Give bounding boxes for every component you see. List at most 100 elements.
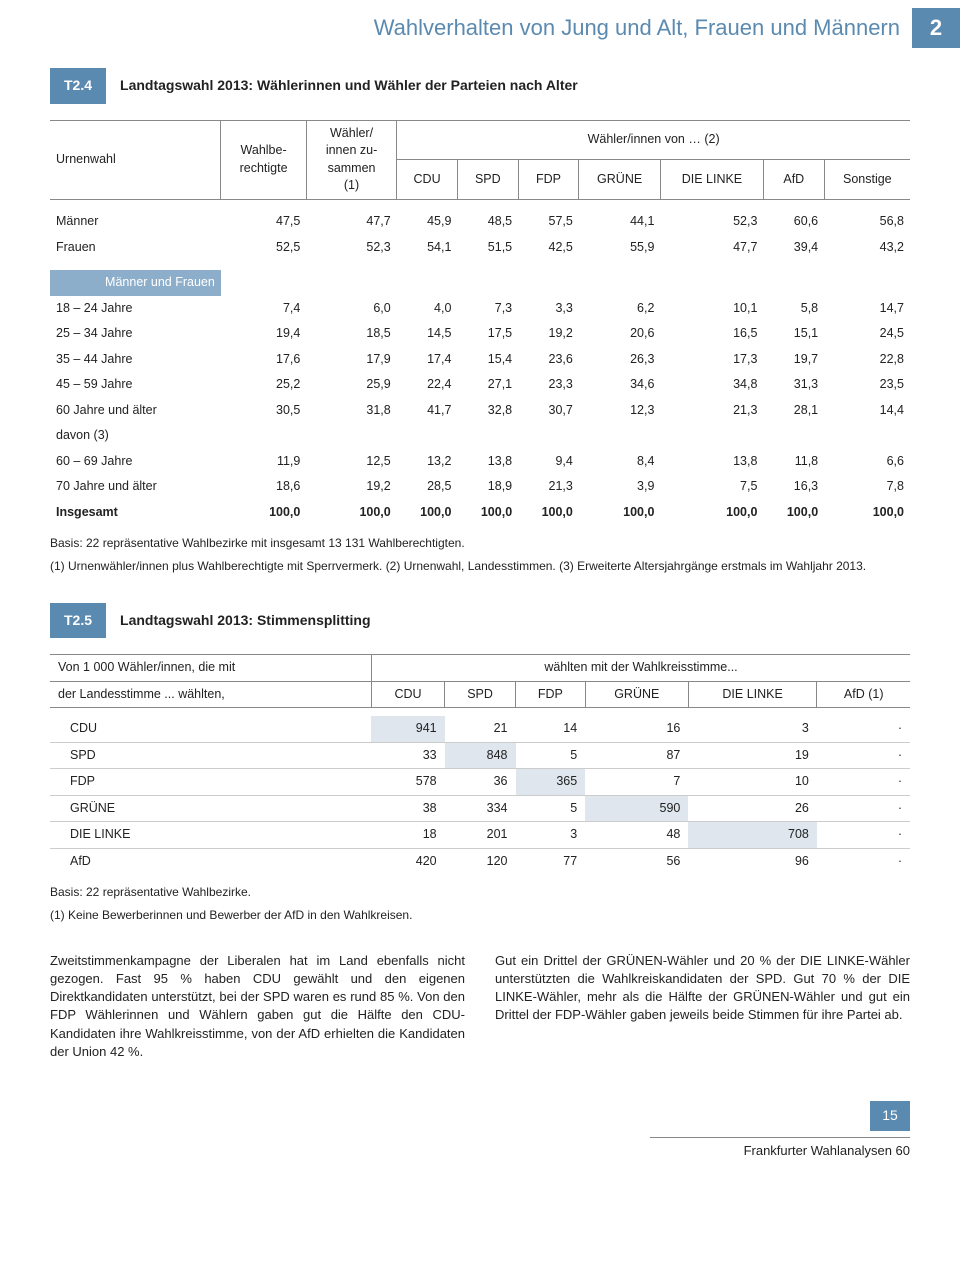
table-cell: 51,5 [457,235,518,261]
table-cell [457,423,518,449]
table-cell: 43,2 [824,235,910,261]
table-cell: 15,1 [763,321,824,347]
table-cell: 47,7 [306,209,396,235]
table-cell: · [817,716,910,742]
t24-notes: (1) Urnenwähler/innen plus Wahlberechtig… [50,558,910,575]
table-row-label: Frauen [50,235,221,261]
table-cell: · [817,822,910,849]
table-cell: 19,2 [306,474,396,500]
t24-party-col: CDU [397,160,458,200]
table-cell: 39,4 [763,235,824,261]
table-cell: 57,5 [518,209,579,235]
table-cell: 10,1 [660,296,763,322]
table-cell: 25,2 [221,372,307,398]
table-cell: 941 [371,716,444,742]
table-cell: 32,8 [457,398,518,424]
table-cell: 48 [585,822,688,849]
t24-party-col: DIE LINKE [660,160,763,200]
table-cell: 14 [516,716,586,742]
table-cell: 16 [585,716,688,742]
table-cell: 5 [516,795,586,822]
table-t24: Urnenwahl Wahlbe- rechtigte Wähler/ inne… [50,120,910,526]
table-cell: 31,8 [306,398,396,424]
t24-col-wahlbe: Wahlbe- rechtigte [221,120,307,199]
table-row-label: DIE LINKE [50,822,371,849]
table-cell: 47,7 [660,235,763,261]
table-cell [518,423,579,449]
t24-col-wiz: Wähler/ innen zu- sammen (1) [306,120,396,199]
t25-col: DIE LINKE [688,681,817,708]
table-row-label: AfD [50,848,371,874]
t25-spanhead: wählten mit der Wahlkreisstimme... [371,655,910,682]
table-cell: 15,4 [457,347,518,373]
page-footer: 15 Frankfurter Wahlanalysen 60 [0,1061,960,1174]
t25-col: CDU [371,681,444,708]
table-cell: 848 [445,742,516,769]
table-cell: 34,8 [660,372,763,398]
table-cell: 13,8 [660,449,763,475]
table-cell: 19 [688,742,817,769]
table-row-label: FDP [50,769,371,796]
table-cell: 47,5 [221,209,307,235]
t24-spanhead: Wähler/innen von … (2) [397,120,910,160]
table-cell: 17,6 [221,347,307,373]
table-cell: 42,5 [518,235,579,261]
t24-basis: Basis: 22 repräsentative Wahlbezirke mit… [50,535,910,552]
table-cell [660,423,763,449]
table-row-label: 60 – 69 Jahre [50,449,221,475]
table-cell: 14,4 [824,398,910,424]
table-heading-t24: T2.4 Landtagswahl 2013: Wählerinnen und … [50,68,910,104]
table-cell: 18 [371,822,444,849]
table-cell: 52,3 [660,209,763,235]
table-cell: 23,6 [518,347,579,373]
table-cell: 16,3 [763,474,824,500]
table-cell: 19,4 [221,321,307,347]
table-cell: 18,6 [221,474,307,500]
table-row-label: Männer [50,209,221,235]
table-cell: 18,5 [306,321,396,347]
table-cell: 34,6 [579,372,661,398]
table-cell: 20,6 [579,321,661,347]
table-cell: 26 [688,795,817,822]
table-cell: 56 [585,848,688,874]
page-title: Wahlverhalten von Jung und Alt, Frauen u… [374,13,900,44]
table-title: Landtagswahl 2013: Stimmensplitting [106,603,385,639]
table-cell: 17,5 [457,321,518,347]
table-cell: 19,2 [518,321,579,347]
table-cell [763,423,824,449]
table-cell: 100,0 [221,500,307,526]
table-cell: 3 [688,716,817,742]
table-cell: 7,8 [824,474,910,500]
table-cell: 11,8 [763,449,824,475]
table-cell [306,423,396,449]
table-cell: 3 [516,822,586,849]
table-cell: 56,8 [824,209,910,235]
table-cell: · [817,795,910,822]
table-cell: · [817,848,910,874]
table-cell: 7,5 [660,474,763,500]
t25-col: SPD [445,681,516,708]
table-cell: 87 [585,742,688,769]
table-cell: 30,7 [518,398,579,424]
table-cell: · [817,742,910,769]
table-cell: 77 [516,848,586,874]
table-row-label: CDU [50,716,371,742]
table-row-label: 35 – 44 Jahre [50,347,221,373]
body-col2: Gut ein Drittel der GRÜNEN-Wähler und 20… [495,952,910,1061]
table-cell: 22,8 [824,347,910,373]
table-row-label: 70 Jahre und älter [50,474,221,500]
table-t25: Von 1 000 Wähler/innen, die mit wählten … [50,654,910,874]
table-cell: 10 [688,769,817,796]
table-cell: 55,9 [579,235,661,261]
table-row-label: davon (3) [50,423,221,449]
table-cell: 44,1 [579,209,661,235]
t24-footnotes: Basis: 22 repräsentative Wahlbezirke mit… [50,535,910,575]
table-cell: 6,2 [579,296,661,322]
table-tag: T2.4 [50,68,106,104]
t25-footnotes: Basis: 22 repräsentative Wahlbezirke. (1… [50,884,910,924]
table-cell: 100,0 [763,500,824,526]
table-row-label: 18 – 24 Jahre [50,296,221,322]
table-cell [824,423,910,449]
table-cell: 21 [445,716,516,742]
table-cell: 38 [371,795,444,822]
